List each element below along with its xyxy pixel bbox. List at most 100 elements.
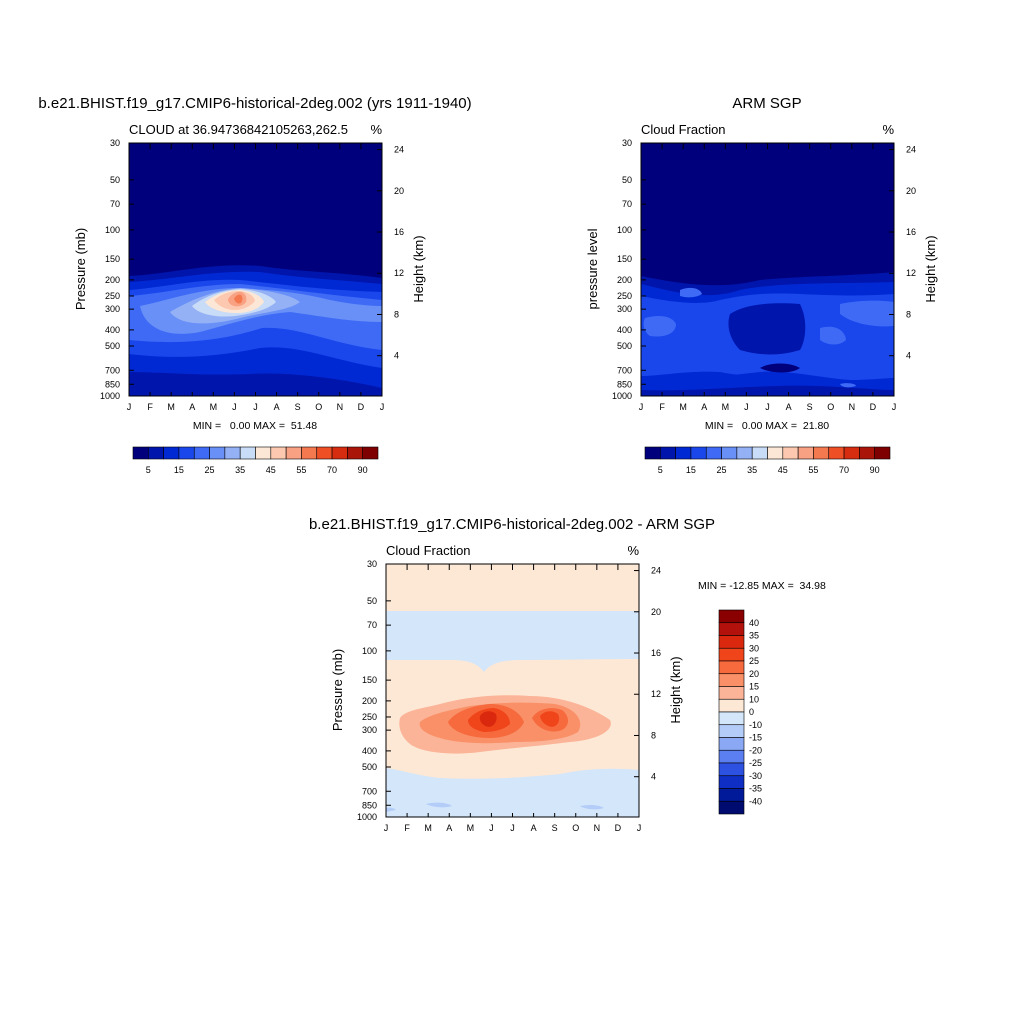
min-max-readout: MIN = 0.00 MAX = 51.48 <box>193 420 317 432</box>
colorbar-swatch <box>736 446 753 460</box>
colorbar-swatch <box>718 711 745 726</box>
colorbar: 5 15 25 35 45 55 70 90 <box>644 446 891 475</box>
x-tick-label: O <box>827 402 834 412</box>
x-tick-label: A <box>189 402 195 412</box>
y-right-tick-label: 8 <box>906 309 911 319</box>
colorbar-swatch <box>362 446 379 460</box>
colorbar-label: 55 <box>808 465 818 475</box>
colorbar-swatch <box>690 446 707 460</box>
y-right-tick-label: 24 <box>906 145 916 155</box>
x-tick-label: J <box>489 823 494 833</box>
colorbar-swatch <box>718 647 745 662</box>
colorbar-swatch <box>718 635 745 649</box>
colorbar-label: 25 <box>749 656 759 666</box>
x-tick-label: J <box>232 402 237 412</box>
x-tick-label: D <box>358 402 365 412</box>
colorbar-swatch <box>148 446 164 460</box>
colorbar-swatch <box>718 660 745 675</box>
x-tick-label: N <box>594 823 601 833</box>
y-right-tick-label: 8 <box>394 309 399 319</box>
x-tick-label: N <box>849 402 856 412</box>
colorbar-swatch <box>718 788 745 802</box>
y-tick-label: 70 <box>110 199 120 209</box>
x-tick-label: J <box>380 402 385 412</box>
y-right-tick-label: 12 <box>651 689 661 699</box>
colorbar-swatch <box>178 446 195 460</box>
colorbar-label: 20 <box>749 669 759 679</box>
x-tick-label: M <box>467 823 475 833</box>
y-axis-label: pressure level <box>585 228 600 309</box>
colorbar-label: 25 <box>205 465 215 475</box>
y-tick-label: 150 <box>617 254 632 264</box>
y-right-tick-label: 12 <box>394 268 404 278</box>
x-tick-label: O <box>572 823 579 833</box>
y-tick-label: 500 <box>617 341 632 351</box>
panel-subtitle: Cloud Fraction <box>386 543 471 558</box>
colorbar-label: 35 <box>749 631 759 641</box>
panel-subtitle: Cloud Fraction <box>641 122 726 137</box>
colorbar-swatch <box>132 446 149 460</box>
y-axis-label: Pressure (mb) <box>330 649 345 731</box>
y-tick-label: 30 <box>367 559 377 569</box>
contour-band <box>760 363 800 373</box>
y-right-tick-label: 4 <box>906 351 911 361</box>
panel-obs: ARM SGP Cloud Fraction % J F M A M J J A S O N D J 30… <box>585 95 938 475</box>
y-axis-right-label: Height (km) <box>411 235 426 302</box>
y-tick-label: 500 <box>362 762 377 772</box>
x-tick-label: A <box>531 823 537 833</box>
colorbar-label: 55 <box>296 465 306 475</box>
y-tick-label: 1000 <box>357 812 377 822</box>
y-tick-label: 500 <box>105 341 120 351</box>
colorbar-swatch <box>255 446 272 460</box>
y-tick-label: 30 <box>622 138 632 148</box>
y-axis-right-label: Height (km) <box>668 656 683 723</box>
x-tick-label: O <box>315 402 322 412</box>
x-tick-label: J <box>765 402 770 412</box>
y-tick-label: 400 <box>362 746 377 756</box>
colorbar-label: 45 <box>266 465 276 475</box>
colorbar-label: 45 <box>778 465 788 475</box>
panel-units: % <box>882 122 894 137</box>
y-right-tick-label: 16 <box>651 648 661 658</box>
y-tick-label: 250 <box>617 291 632 301</box>
x-tick-label: D <box>870 402 877 412</box>
x-tick-label: M <box>679 402 687 412</box>
axis-ticks: J F M A M J J A S O N D J 30 50 70 100 150 200 250 300 400 500… <box>100 138 404 412</box>
colorbar-swatch <box>675 446 692 460</box>
y-tick-label: 1000 <box>100 391 120 401</box>
y-tick-label: 850 <box>362 800 377 810</box>
y-tick-label: 200 <box>617 275 632 285</box>
contour-band <box>234 294 243 304</box>
colorbar-label: -10 <box>749 720 762 730</box>
contour-field <box>386 564 639 817</box>
x-tick-label: M <box>210 402 218 412</box>
y-axis-right-label: Height (km) <box>923 235 938 302</box>
contour-band <box>728 303 806 355</box>
y-tick-label: 400 <box>105 325 120 335</box>
y-right-tick-label: 16 <box>906 227 916 237</box>
colorbar-label: 0 <box>749 707 754 717</box>
colorbar-label: 35 <box>235 465 245 475</box>
colorbar-swatch <box>751 446 768 460</box>
colorbar-swatch <box>347 446 363 460</box>
colorbar-swatch <box>718 749 745 764</box>
colorbar-swatch <box>209 446 226 460</box>
colorbar-label: 15 <box>174 465 184 475</box>
y-tick-label: 100 <box>362 646 377 656</box>
y-tick-label: 300 <box>105 304 120 314</box>
y-tick-label: 700 <box>617 365 632 375</box>
contour-band <box>840 383 856 388</box>
x-tick-label: J <box>637 823 642 833</box>
y-right-tick-label: 20 <box>651 607 661 617</box>
x-tick-label: F <box>147 402 153 412</box>
y-tick-label: 300 <box>362 725 377 735</box>
contour-band <box>820 326 846 345</box>
colorbar-swatch <box>718 698 745 713</box>
contour-field <box>641 143 894 396</box>
colorbar-swatch <box>782 446 799 460</box>
colorbar-swatch <box>843 446 860 460</box>
y-right-tick-label: 8 <box>651 730 656 740</box>
y-tick-label: 70 <box>367 620 377 630</box>
axis-ticks: J F M A M J J A S O N D J 30 50 70 100 150 200 250 300 400 500… <box>357 559 661 833</box>
